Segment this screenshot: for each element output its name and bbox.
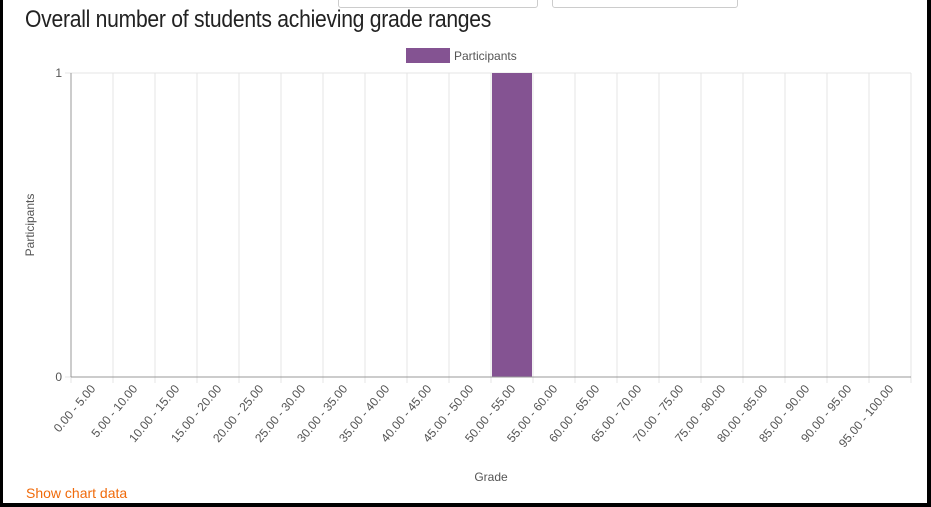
bar-50-00-55-00 (492, 73, 532, 377)
y-axis-label: Participants (23, 194, 37, 257)
show-chart-data-link[interactable]: Show chart data (26, 485, 128, 501)
y-tick-label: 0 (55, 370, 62, 384)
legend-label-participants: Participants (454, 49, 517, 63)
axes (70, 73, 911, 378)
bars (492, 73, 532, 377)
x-axis-label: Grade (474, 470, 508, 484)
top-control-left[interactable] (338, 0, 538, 8)
y-tick-labels: 01 (55, 66, 62, 384)
chart-panel: Overall number of students achieving gra… (3, 0, 927, 503)
grid-lines (65, 72, 912, 383)
chart-title: Overall number of students achieving gra… (25, 6, 492, 33)
y-tick-label: 1 (55, 66, 62, 80)
legend[interactable]: Participants (406, 48, 517, 63)
legend-swatch-participants (406, 48, 450, 63)
top-control-right[interactable] (552, 0, 738, 8)
